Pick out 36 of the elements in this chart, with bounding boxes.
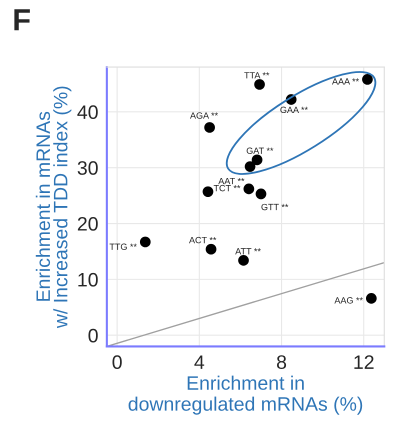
- y-tick-label: 40: [77, 105, 98, 120]
- y-tick-label: 0: [88, 328, 98, 342]
- annotation: AAG **: [334, 297, 363, 304]
- point: [140, 236, 151, 248]
- y-tick-label: 30: [78, 161, 98, 175]
- point: [244, 184, 254, 194]
- annotation: TTG **: [110, 244, 137, 250]
- point: [362, 74, 373, 85]
- annotation: ACT **: [189, 236, 216, 244]
- y-tick-label: 20: [78, 216, 98, 231]
- point: [204, 122, 215, 133]
- point: [238, 255, 249, 266]
- annotation: AGA **: [190, 112, 218, 119]
- point: [202, 186, 214, 198]
- annotation: GAA **: [280, 106, 308, 114]
- x-tick-label: 12: [354, 355, 374, 369]
- x-tick-label: 8: [276, 355, 286, 370]
- annotation: AAA **: [332, 78, 359, 85]
- point: [252, 154, 262, 166]
- x-tick-label: 0: [112, 355, 122, 370]
- point: [256, 188, 266, 200]
- annotation: TTA **: [244, 72, 270, 78]
- y-axis-title: Enrichment in mRNAs w/ Increased TDD index (%): [36, 86, 72, 328]
- chart-title: F: [14, 9, 30, 30]
- point: [366, 293, 377, 304]
- annotation: ATT **: [235, 248, 261, 254]
- x-axis-title: Enrichment in downregulated mRNAs (%): [128, 376, 362, 415]
- annotation: TCT **: [214, 184, 240, 192]
- point: [254, 79, 265, 90]
- point: [244, 161, 256, 172]
- annotation: GAT **: [246, 148, 274, 154]
- x-tick-label: 4: [194, 355, 204, 369]
- annotation: GTT **: [261, 204, 288, 210]
- annotation: AAT **: [218, 178, 244, 184]
- point: [206, 244, 216, 255]
- y-tick-label: 10: [78, 272, 98, 287]
